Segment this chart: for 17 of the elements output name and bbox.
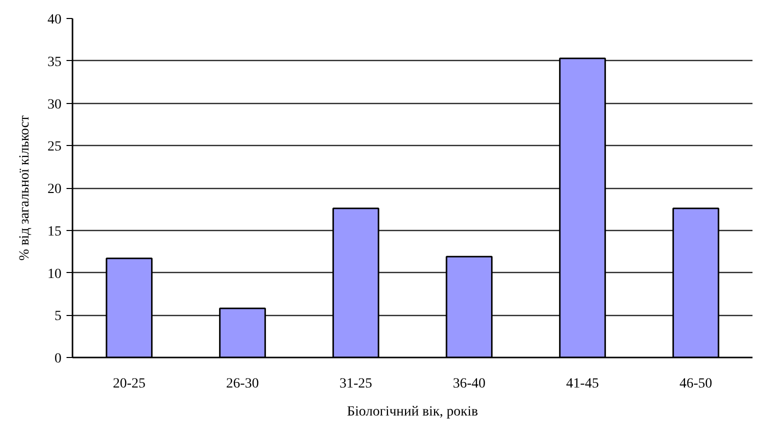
y-tick-label: 5 bbox=[54, 309, 62, 324]
y-tick-label: 30 bbox=[48, 97, 62, 112]
y-tick-label: 15 bbox=[48, 224, 62, 240]
y-tick-label: 20 bbox=[48, 182, 62, 197]
y-tick-label: 40 bbox=[48, 12, 62, 28]
x-tick-label: 26-30 bbox=[226, 376, 259, 392]
y-tick-label: 35 bbox=[48, 54, 62, 70]
x-tick-label: 20-25 bbox=[112, 376, 146, 392]
y-tick-label: 0 bbox=[54, 352, 62, 366]
x-axis-title: Біологічний вік, років bbox=[347, 404, 478, 420]
x-tick-label: 41-45 bbox=[566, 376, 599, 392]
y-tick-label: 25 bbox=[48, 140, 62, 155]
x-tick-label: 46-50 bbox=[680, 376, 712, 392]
y-tick-label: 10 bbox=[48, 266, 62, 282]
x-tick-label: 31-25 bbox=[340, 376, 372, 392]
x-tick-label: 36-40 bbox=[452, 376, 486, 392]
y-axis-title: % від загальної кількост bbox=[18, 115, 32, 261]
